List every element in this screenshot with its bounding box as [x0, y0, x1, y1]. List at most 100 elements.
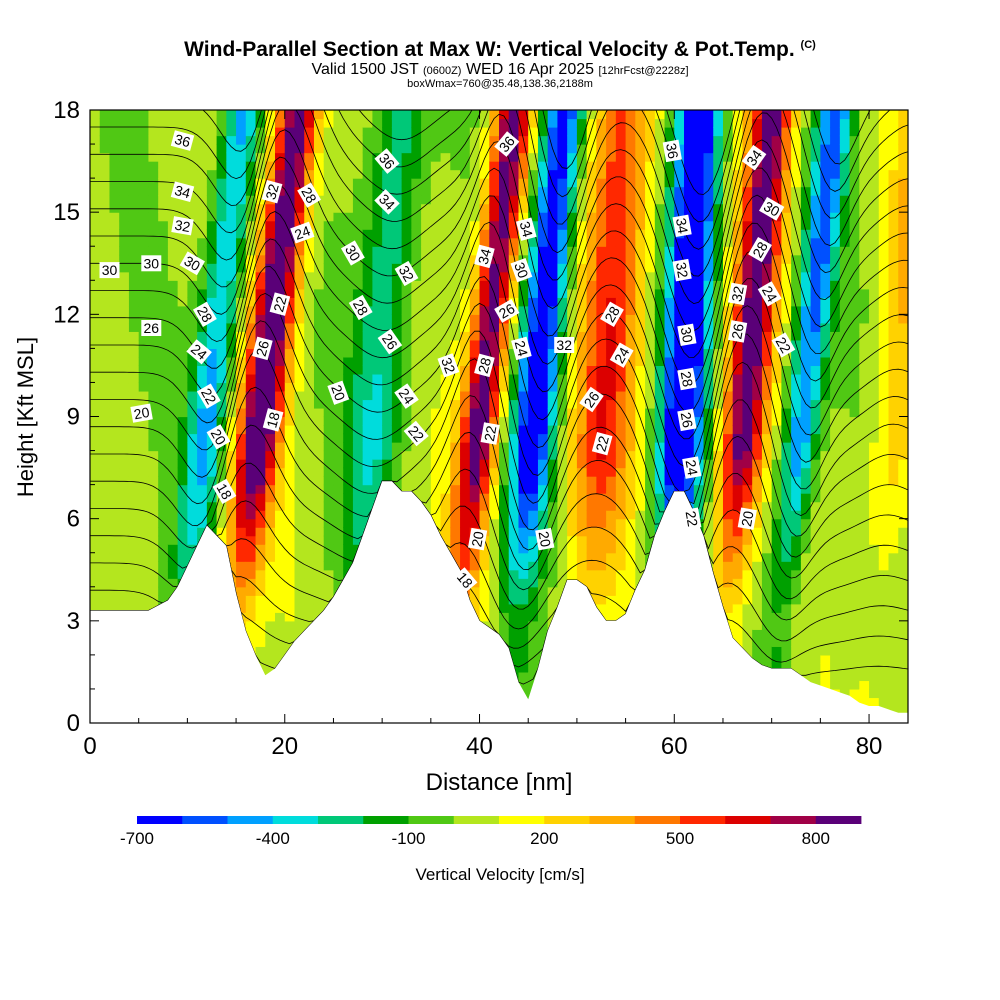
field-cell: [450, 118, 461, 128]
field-cell: [664, 263, 675, 273]
field-cell: [489, 561, 500, 571]
field-cell: [586, 407, 597, 418]
field-cell: [703, 271, 714, 281]
field-cell: [236, 459, 247, 469]
field-cell: [90, 212, 101, 222]
field-cell: [119, 586, 130, 596]
field-cell: [693, 373, 705, 384]
field-cell: [255, 203, 266, 213]
field-cell: [343, 331, 354, 341]
field-cell: [119, 459, 130, 469]
field-cell: [323, 178, 335, 188]
field-cell: [596, 484, 607, 494]
field-cell: [606, 552, 617, 562]
field-cell: [128, 288, 140, 298]
field-cell: [421, 110, 432, 120]
field-cell: [684, 476, 695, 486]
field-cell: [479, 552, 490, 562]
field-cell: [635, 118, 646, 128]
field-cell: [596, 561, 607, 571]
field-cell: [294, 544, 305, 554]
field-cell: [664, 288, 675, 298]
field-cell: [148, 586, 159, 596]
field-cell: [713, 501, 724, 511]
field-cell: [752, 654, 763, 664]
field-cell: [557, 110, 568, 120]
field-cell: [391, 433, 403, 443]
field-cell: [372, 348, 383, 358]
field-cell: [99, 535, 111, 545]
field-cell: [294, 450, 305, 460]
field-cell: [197, 425, 208, 435]
field-cell: [586, 288, 597, 298]
field-cell: [411, 390, 422, 401]
field-cell: [206, 450, 218, 460]
field-cell: [158, 161, 169, 171]
field-cell: [479, 518, 490, 528]
field-cell: [537, 254, 549, 264]
field-cell: [158, 425, 169, 435]
field-cell: [752, 110, 763, 120]
field-cell: [703, 305, 714, 315]
field-cell: [732, 339, 744, 349]
field-cell: [693, 305, 705, 315]
field-cell: [313, 569, 325, 579]
field-cell: [255, 407, 266, 418]
field-cell: [537, 161, 549, 171]
field-cell: [284, 595, 296, 605]
field-cell: [693, 152, 705, 162]
field-cell: [284, 450, 296, 460]
field-cell: [216, 118, 227, 128]
field-cell: [576, 152, 588, 162]
field-cell: [236, 586, 247, 596]
field-cell: [372, 373, 383, 384]
field-cell: [625, 442, 636, 452]
field-cell: [479, 484, 490, 494]
field-cell: [664, 118, 675, 128]
field-cell: [323, 552, 335, 562]
field-cell: [138, 382, 150, 392]
field-cell: [382, 442, 393, 452]
field-cell: [499, 467, 510, 477]
field-cell: [236, 263, 247, 273]
field-cell: [664, 161, 675, 171]
field-cell: [460, 280, 471, 290]
field-cell: [479, 212, 490, 222]
field-cell: [537, 450, 549, 460]
field-cell: [245, 416, 257, 426]
field-cell: [119, 297, 130, 307]
field-cell: [323, 586, 335, 596]
field-cell: [518, 620, 529, 630]
field-cell: [508, 152, 520, 162]
field-cell: [528, 544, 539, 554]
field-cell: [177, 493, 188, 503]
field-cell: [158, 356, 169, 367]
field-cell: [275, 169, 286, 179]
field-cell: [333, 425, 344, 435]
field-cell: [489, 229, 500, 239]
field-cell: [713, 118, 724, 128]
field-cell: [606, 578, 617, 588]
field-cell: [148, 544, 159, 554]
field-cell: [528, 501, 539, 511]
field-cell: [489, 450, 500, 460]
field-cell: [313, 305, 325, 315]
field-cell: [294, 144, 305, 154]
field-cell: [508, 561, 520, 571]
field-cell: [362, 195, 374, 205]
field-cell: [606, 237, 617, 247]
field-cell: [177, 433, 188, 443]
field-cell: [508, 595, 520, 605]
field-cell: [265, 297, 276, 307]
field-cell: [304, 603, 315, 613]
field-cell: [304, 203, 315, 213]
field-cell: [635, 305, 646, 315]
field-cell: [752, 399, 763, 409]
field-cell: [489, 510, 500, 520]
field-cell: [479, 195, 490, 205]
field-cell: [245, 467, 257, 477]
field-cell: [128, 467, 140, 477]
field-cell: [313, 450, 325, 460]
field-cell: [674, 280, 685, 290]
field-cell: [99, 365, 111, 375]
